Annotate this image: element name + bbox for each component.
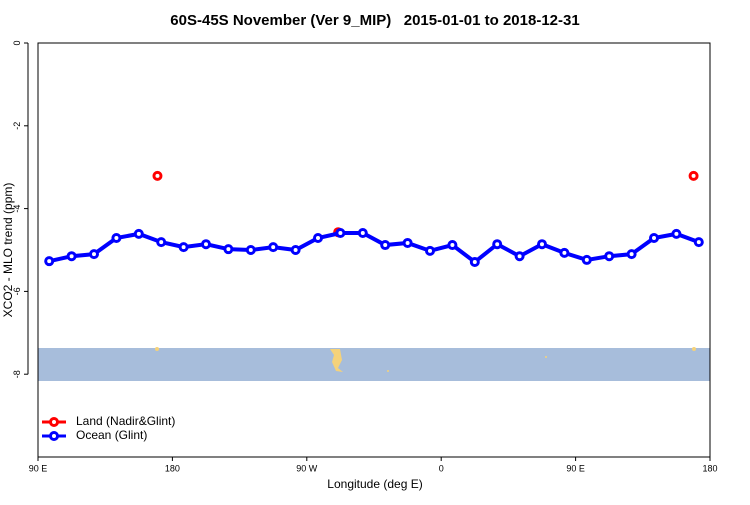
map-strip: [38, 347, 710, 381]
point: [223, 244, 234, 255]
x-tick-label: 90 E: [566, 463, 585, 473]
point: [290, 245, 301, 255]
point: [559, 247, 570, 258]
point: [313, 232, 323, 243]
point: [152, 170, 163, 181]
point: [44, 256, 55, 267]
point: [649, 232, 659, 243]
point: [425, 245, 435, 256]
point: [380, 240, 391, 251]
point: [537, 239, 547, 250]
point: [492, 239, 503, 250]
x-tick-label: 90 W: [296, 463, 318, 473]
point: [66, 251, 77, 262]
y-tick-label: -4: [12, 205, 22, 213]
point: [357, 228, 368, 239]
y-tick-label: -8: [12, 370, 22, 378]
point: [201, 239, 211, 250]
point: [111, 232, 122, 243]
y-tick-label: -6: [12, 287, 22, 295]
legend-label: Ocean (Glint): [76, 428, 147, 442]
x-tick-label: 90 E: [29, 463, 48, 473]
point: [178, 242, 189, 253]
plot-frame: [37, 42, 711, 458]
point: [604, 251, 615, 262]
point: [688, 170, 699, 181]
legend-marker: [49, 417, 59, 427]
chart-title: 60S-45S November (Ver 9_MIP) 2015-01-01 …: [170, 12, 579, 29]
point: [245, 245, 256, 255]
x-tick-label: 180: [702, 463, 717, 473]
point: [447, 240, 458, 251]
point: [581, 254, 592, 265]
legend-marker: [49, 431, 59, 441]
point: [402, 237, 413, 248]
point: [268, 242, 279, 253]
y-tick-label: -2: [12, 122, 22, 130]
y-tick-label: 0: [12, 40, 22, 45]
x-tick-label: 0: [439, 463, 444, 473]
point: [156, 237, 167, 248]
point: [693, 237, 704, 248]
point: [133, 228, 144, 239]
point: [626, 249, 637, 260]
x-tick-label: 180: [165, 463, 180, 473]
point: [335, 228, 346, 239]
y-axis-label: XCO2 - MLO trend (ppm): [1, 183, 15, 318]
point: [469, 257, 480, 268]
series-line: [48, 231, 700, 265]
point: [514, 251, 525, 262]
point: [671, 228, 682, 239]
x-axis-label: Longitude (deg E): [327, 477, 422, 491]
point: [89, 249, 99, 260]
legend-label: Land (Nadir&Glint): [76, 414, 175, 428]
